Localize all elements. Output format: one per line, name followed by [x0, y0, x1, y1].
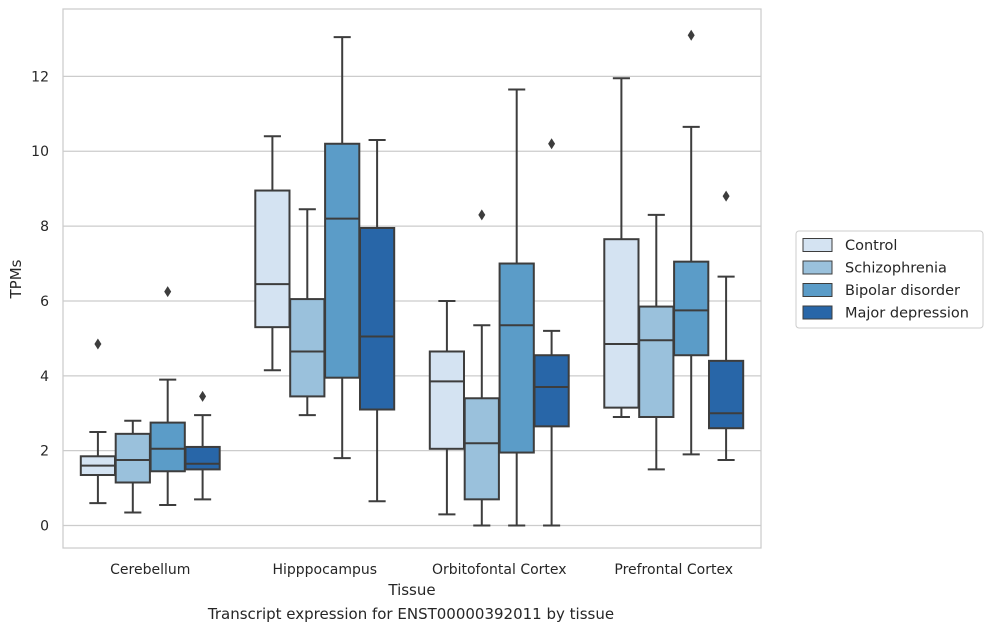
box-group [463, 209, 500, 527]
y-tick-label: 12 [31, 69, 49, 85]
box [428, 350, 466, 450]
legend-swatch [802, 305, 833, 320]
box-group [533, 138, 570, 527]
box [254, 189, 291, 329]
box-group [638, 213, 675, 471]
box-group [324, 36, 361, 460]
y-tick-label: 8 [40, 219, 49, 235]
box-group [428, 299, 466, 516]
box-group [79, 338, 117, 505]
box-group [498, 88, 535, 527]
box-series [79, 29, 745, 527]
outlier-marker [687, 29, 695, 41]
x-axis-label: Tissue [387, 581, 435, 599]
box [533, 354, 570, 428]
box [114, 432, 151, 484]
legend-label: Control [845, 238, 897, 254]
box [673, 260, 710, 357]
box [638, 305, 675, 418]
box-group [184, 390, 221, 501]
outlier-marker [722, 190, 730, 202]
x-tick-labels: Cerebellum Hipppocampus Orbitofontal Corte… [110, 562, 733, 578]
box [184, 445, 221, 471]
legend-frame [795, 230, 984, 329]
box [289, 298, 326, 398]
y-tick-label: 6 [40, 294, 49, 310]
outlier-marker [94, 338, 102, 350]
box-group [673, 29, 710, 456]
x-tick-label: Hipppocampus [272, 562, 377, 578]
box [603, 238, 640, 409]
x-tick-label: Orbitofontal Cortex [432, 562, 567, 578]
y-tick-label: 2 [40, 444, 49, 460]
chart-caption: Transcript expression for ENST0000039201… [207, 605, 615, 623]
legend-swatch [802, 260, 833, 275]
x-tick-label: Prefrontal Cortex [614, 562, 733, 578]
plot-frame [62, 8, 762, 549]
legend-swatch [802, 238, 833, 252]
legend-swatch [802, 283, 833, 297]
y-tick-labels: 0 2 4 6 8 10 12 [31, 69, 49, 534]
box-group [114, 419, 151, 514]
legend: Control Schizophrenia Bipolar disorder Majo… [795, 230, 984, 329]
y-axis-label: TPMs [7, 259, 25, 299]
legend-label: Major depression [845, 306, 969, 322]
box-group [358, 139, 396, 503]
box [498, 262, 535, 454]
box [358, 226, 396, 411]
legend-label: Schizophrenia [845, 261, 947, 277]
box-group [289, 208, 326, 417]
y-tick-label: 10 [31, 144, 49, 160]
box-group [603, 77, 640, 418]
box-group [707, 190, 745, 462]
x-tick-label: Cerebellum [110, 562, 190, 578]
box-group [149, 286, 186, 506]
y-tick-label: 4 [40, 369, 49, 385]
box [707, 359, 745, 430]
legend-label: Bipolar disorder [845, 283, 960, 299]
outlier-marker [199, 390, 207, 402]
outlier-marker [164, 286, 172, 298]
box [324, 142, 361, 379]
box [463, 397, 500, 501]
outlier-marker [548, 138, 556, 150]
box-group [254, 135, 291, 372]
outlier-marker [478, 209, 486, 221]
box [149, 421, 186, 473]
y-tick-label: 0 [40, 519, 49, 535]
